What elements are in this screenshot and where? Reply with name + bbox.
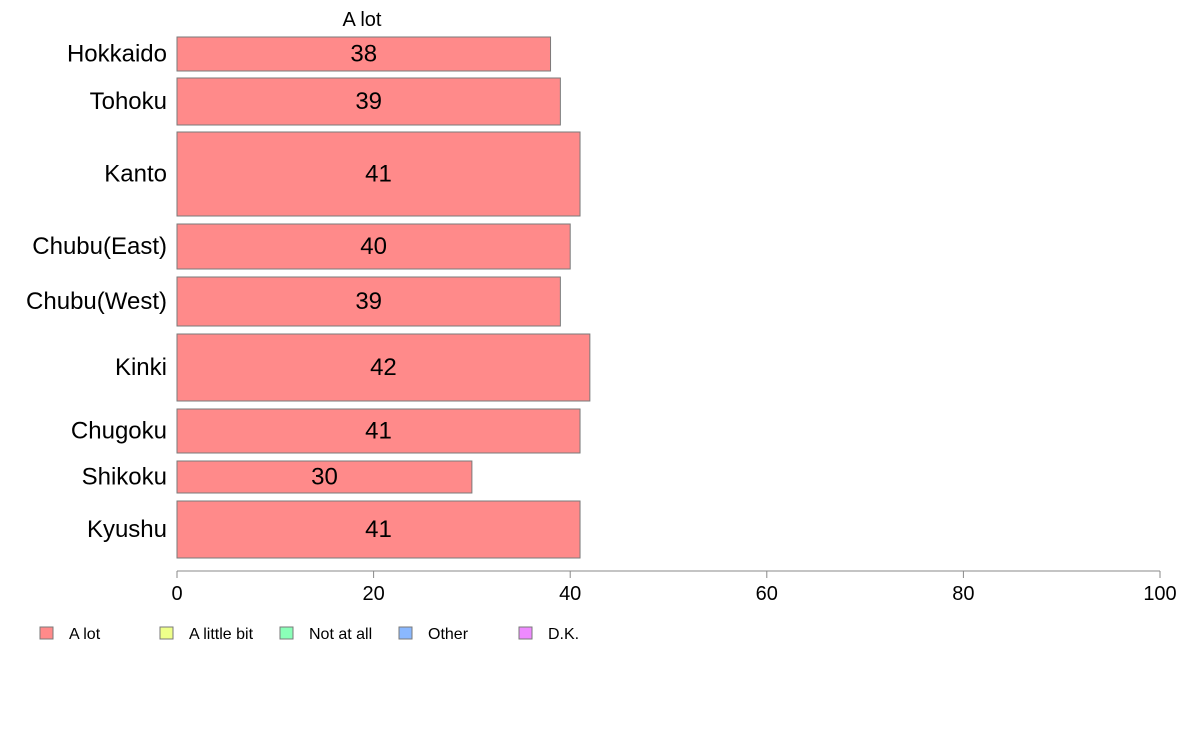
category-label: Shikoku	[82, 464, 167, 491]
category-label: Kinki	[115, 354, 167, 381]
legend-swatch	[518, 626, 533, 640]
category-label: Kanto	[104, 161, 167, 188]
value-labels: 38 39 41 40 39 42 41 30 41	[311, 41, 397, 544]
bar-value-label: 40	[360, 233, 387, 260]
legend-label: A lot	[69, 626, 101, 643]
x-tick-label: 80	[952, 583, 974, 605]
bar-value-label: 39	[355, 288, 382, 315]
legend-swatch	[159, 626, 174, 640]
bar	[176, 333, 591, 402]
bar	[176, 131, 581, 217]
legend-label: Other	[428, 626, 469, 643]
bar	[176, 276, 561, 327]
bar	[176, 223, 571, 270]
category-label: Kyushu	[87, 516, 167, 543]
bar-value-label: 41	[365, 418, 392, 445]
legend-swatch	[39, 626, 54, 640]
bar-value-label: 30	[311, 464, 338, 491]
bar	[176, 36, 552, 72]
x-tick-label: 0	[171, 583, 182, 605]
x-axis: 0 20 40 60 80 100	[171, 570, 1177, 605]
legend: A lot A little bit Not at all Other D.K.	[39, 626, 579, 643]
legend-label: A little bit	[189, 626, 254, 643]
bar	[176, 77, 561, 126]
bar-value-label: 42	[370, 354, 397, 381]
category-labels: Hokkaido Tohoku Kanto Chubu(East) Chubu(West…	[26, 41, 167, 544]
category-label: Hokkaido	[67, 41, 167, 68]
category-label: Chubu(East)	[32, 233, 167, 260]
category-label: Chugoku	[71, 418, 167, 445]
legend-label: D.K.	[548, 626, 579, 643]
legend-label: Not at all	[309, 626, 372, 643]
bar	[176, 500, 581, 559]
category-label: Tohoku	[90, 88, 167, 115]
bar-value-label: 38	[350, 41, 377, 68]
legend-swatch	[279, 626, 294, 640]
bar-value-label: 39	[355, 88, 382, 115]
bar	[176, 408, 581, 454]
bar-value-label: 41	[365, 161, 392, 188]
x-tick-label: 40	[559, 583, 581, 605]
category-label: Chubu(West)	[26, 288, 167, 315]
x-tick-label: 60	[756, 583, 778, 605]
bar	[176, 460, 473, 494]
x-tick-label: 100	[1143, 583, 1176, 605]
series-header: A lot	[343, 9, 382, 31]
legend-swatch	[398, 626, 413, 640]
bars	[176, 36, 591, 559]
x-tick-label: 20	[362, 583, 384, 605]
bar-value-label: 41	[365, 516, 392, 543]
